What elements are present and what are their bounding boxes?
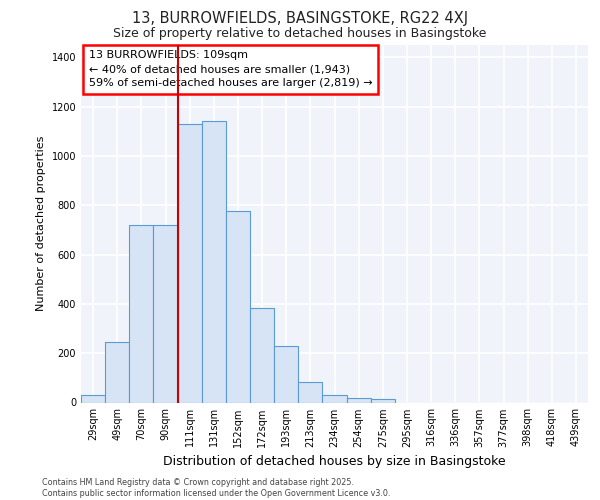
Bar bbox=[298, 382, 322, 402]
Bar bbox=[154, 225, 178, 402]
Text: Contains HM Land Registry data © Crown copyright and database right 2025.
Contai: Contains HM Land Registry data © Crown c… bbox=[42, 478, 391, 498]
Bar bbox=[250, 308, 274, 402]
Bar bbox=[202, 122, 226, 402]
X-axis label: Distribution of detached houses by size in Basingstoke: Distribution of detached houses by size … bbox=[163, 455, 506, 468]
Bar bbox=[178, 124, 202, 402]
Bar bbox=[322, 395, 347, 402]
Bar bbox=[226, 212, 250, 402]
Bar bbox=[274, 346, 298, 403]
Text: Size of property relative to detached houses in Basingstoke: Size of property relative to detached ho… bbox=[113, 28, 487, 40]
Y-axis label: Number of detached properties: Number of detached properties bbox=[36, 136, 46, 312]
Text: 13 BURROWFIELDS: 109sqm
← 40% of detached houses are smaller (1,943)
59% of semi: 13 BURROWFIELDS: 109sqm ← 40% of detache… bbox=[89, 50, 372, 88]
Text: 13, BURROWFIELDS, BASINGSTOKE, RG22 4XJ: 13, BURROWFIELDS, BASINGSTOKE, RG22 4XJ bbox=[132, 11, 468, 26]
Bar bbox=[105, 342, 129, 402]
Bar bbox=[347, 398, 371, 402]
Bar bbox=[81, 395, 105, 402]
Bar bbox=[371, 399, 395, 402]
Bar bbox=[129, 225, 154, 402]
